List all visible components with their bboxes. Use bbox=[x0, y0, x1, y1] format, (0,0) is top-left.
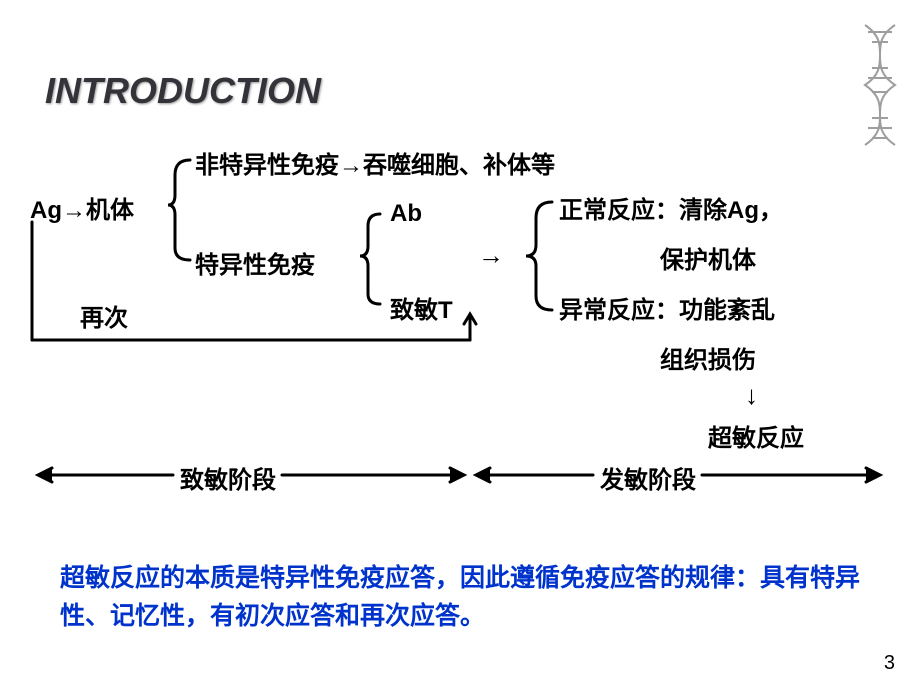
node-sensitized-t: 致敏T bbox=[390, 290, 453, 325]
arrow-mid: → bbox=[478, 240, 504, 271]
down-arrow: ↓ bbox=[745, 380, 758, 411]
node-normal-1: 正常反应：清除Ag， bbox=[559, 190, 783, 225]
node-abnormal-2: 组织损伤 bbox=[660, 340, 756, 375]
node-hypersens: 超敏反应 bbox=[708, 418, 804, 453]
slide-title: INTRODUCTION bbox=[45, 70, 321, 112]
summary-text: 超敏反应的本质是特异性免疫应答，因此遵循免疫应答的规律：具有特异性、记忆性，有初… bbox=[60, 560, 860, 635]
phase-2-label: 发敏阶段 bbox=[600, 460, 696, 495]
node-again: 再次 bbox=[80, 298, 128, 333]
node-specific: 特异性免疫 bbox=[195, 245, 315, 280]
page-number: 3 bbox=[884, 652, 895, 675]
node-ag-body: Ag→机体 bbox=[30, 190, 134, 225]
phase-1-label: 致敏阶段 bbox=[180, 460, 276, 495]
node-abnormal-1: 异常反应：功能紊乱 bbox=[559, 290, 775, 325]
node-normal-2: 保护机体 bbox=[660, 240, 756, 275]
node-ab: Ab bbox=[390, 200, 422, 228]
node-nonspecific: 非特异性免疫→吞噬细胞、补体等 bbox=[195, 145, 555, 180]
slide: INTRODUCTION Ag→机体 再次 非特异性免疫→吞噬细胞、补体等 特异… bbox=[0, 0, 920, 690]
dna-helix-icon bbox=[850, 20, 910, 160]
